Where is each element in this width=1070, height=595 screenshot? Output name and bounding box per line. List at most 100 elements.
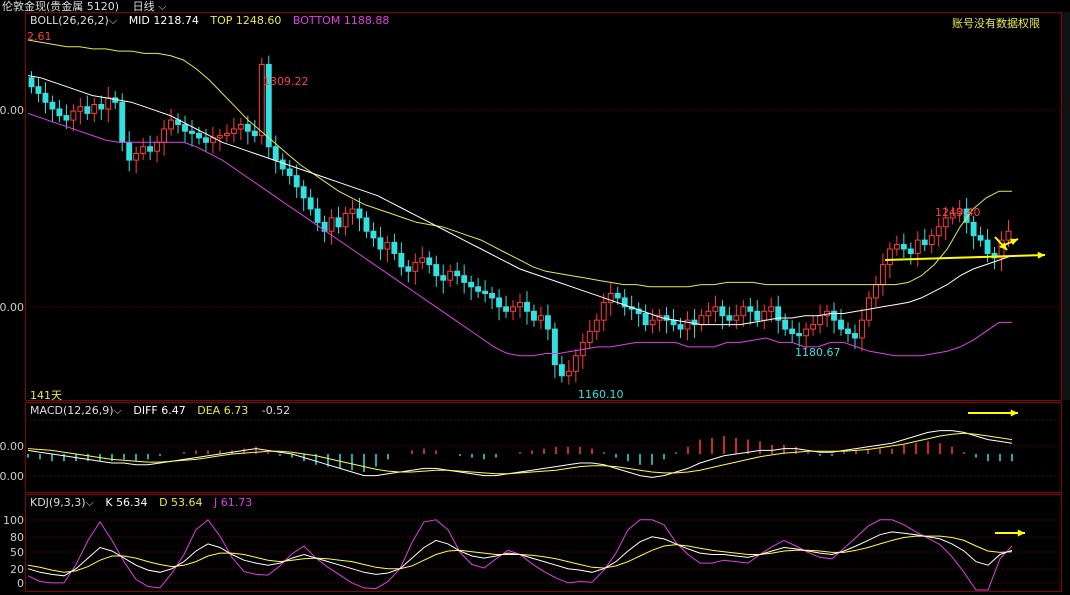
candle-down: [900, 244, 907, 250]
candle-down: [775, 306, 782, 321]
panel-frames: [25, 12, 1062, 592]
chevron-down-icon: ⌵: [85, 496, 94, 509]
boll-title[interactable]: BOLL(26,26,2)⌵: [30, 14, 117, 27]
instrument-name: 伦敦金现(贵金属 5120): [2, 0, 120, 13]
candle-up: [216, 135, 223, 139]
top-left-price: 2.61: [27, 30, 52, 43]
boll-mid-line: [27, 75, 1013, 326]
kdj-title-text: KDJ(9,3,3): [30, 496, 86, 509]
candle-up: [914, 239, 921, 254]
candle-down: [265, 63, 272, 148]
candle-down: [496, 297, 503, 308]
candle-down: [482, 290, 489, 294]
high-price-label: 1309.22: [263, 75, 309, 88]
candle-down: [503, 306, 509, 312]
candle-up: [154, 141, 161, 152]
candle-up: [133, 152, 140, 161]
recent-high-label: 1243.40: [935, 206, 981, 219]
candle-up: [761, 310, 768, 321]
candle-down: [726, 315, 733, 321]
kdj-header: KDJ(9,3,3)⌵ K 56.34 D 53.64 J 61.73: [30, 496, 252, 510]
candle-down: [426, 257, 433, 266]
y-tick-label: 0.00: [0, 104, 24, 117]
candle-down: [621, 297, 628, 308]
candle-down: [642, 313, 649, 326]
candle-down: [314, 208, 321, 223]
candle-down: [433, 264, 440, 277]
macd-histogram: [27, 436, 1013, 472]
kdj-j-label: J: [214, 496, 218, 509]
candle-up: [649, 319, 656, 326]
boll-bottom-label: BOTTOM: [292, 14, 341, 27]
candle-up: [565, 370, 572, 377]
boll-top-line: [27, 39, 1012, 288]
low2-price-label: 1180.67: [795, 346, 841, 359]
candle-up: [223, 132, 230, 137]
side-strip: [1062, 12, 1070, 400]
candle-up: [384, 241, 391, 250]
candle-down: [440, 275, 447, 281]
candle-down: [182, 124, 188, 132]
candle-down: [56, 108, 63, 117]
candle-down: [98, 103, 105, 110]
candle-down: [747, 306, 754, 312]
candle-down: [147, 146, 154, 152]
candle-up: [342, 212, 349, 228]
boll-title-text: BOLL(26,26,2): [30, 14, 109, 27]
macd-dea-label: DEA: [197, 404, 221, 417]
candle-down: [558, 364, 565, 377]
candle-up: [447, 270, 454, 281]
boll-lines: [27, 39, 1013, 357]
y-tick-label: 100: [3, 514, 24, 527]
candle-up: [712, 306, 719, 312]
candle-down: [28, 77, 35, 88]
candle-down: [244, 124, 251, 132]
candle-up: [607, 292, 614, 303]
candle-down: [852, 333, 858, 339]
candle-up: [740, 306, 747, 317]
trend-arrow-macd-head: [1010, 409, 1018, 417]
candle-down: [398, 252, 405, 268]
kdj-title[interactable]: KDJ(9,3,3)⌵: [30, 496, 94, 509]
candle-down: [754, 310, 761, 321]
candle-up: [810, 324, 817, 330]
candle-down: [796, 333, 803, 337]
candle-up: [956, 208, 963, 214]
candle-up: [935, 226, 942, 237]
candle-down: [468, 281, 475, 288]
candle-up: [161, 128, 168, 143]
candle-down: [35, 86, 42, 94]
candle-down: [454, 270, 461, 277]
candle-up: [517, 301, 523, 308]
candle-up: [942, 217, 949, 228]
candle-down: [119, 101, 126, 143]
y-tick-label: 0.00: [0, 470, 24, 483]
kdj-k-label: K: [105, 496, 113, 509]
boll-mid-value: 1218.74: [153, 14, 199, 27]
boll-mid-label: MID: [128, 14, 150, 27]
instrument-title[interactable]: 伦敦金现(贵金属 5120) 日线 ⌵: [2, 0, 166, 14]
candle-up: [886, 248, 893, 266]
candle-down: [984, 239, 991, 254]
macd-title[interactable]: MACD(12,26,9)⌵: [30, 404, 122, 417]
candle-up: [859, 319, 865, 339]
candle-up: [928, 235, 935, 246]
macd-diff-label: DIFF: [133, 404, 158, 417]
period-selector[interactable]: 日线 ⌵: [133, 0, 167, 13]
candle-up: [593, 319, 600, 332]
candle-down: [307, 197, 314, 210]
candle-down: [691, 319, 698, 326]
kdj-lines: [27, 519, 1013, 591]
candle-up: [803, 328, 810, 337]
candle-down: [321, 221, 328, 232]
boll-bottom-line: [27, 112, 1012, 357]
candle-down: [391, 241, 398, 254]
candle-up: [140, 146, 147, 154]
candle-down: [977, 235, 984, 241]
candle-down: [377, 237, 384, 250]
candle-down: [126, 141, 133, 161]
candle-down: [831, 310, 837, 321]
macd-lines: [27, 430, 1013, 478]
trend-arrow-kdj-head: [1017, 529, 1025, 537]
